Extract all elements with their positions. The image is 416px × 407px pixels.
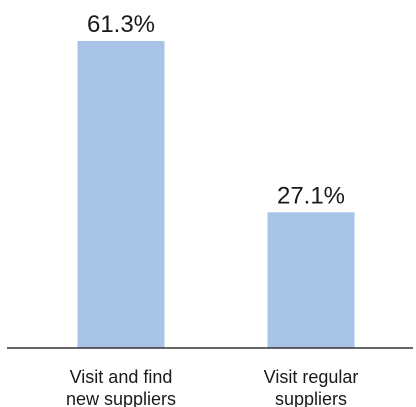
value-label-1: 61.3% <box>87 11 155 38</box>
bar-2 <box>267 212 355 348</box>
bars-group <box>77 41 355 348</box>
bar-1 <box>77 41 165 348</box>
category-label-2-line-2: suppliers <box>275 389 347 407</box>
value-labels-group: 61.3% 27.1% <box>87 11 345 209</box>
category-labels-group: Visit and find new suppliers Visit regular… <box>66 367 358 407</box>
category-label-1-line-2: new suppliers <box>66 389 176 407</box>
value-label-2: 27.1% <box>277 182 345 209</box>
category-label-2-line-1: Visit regular <box>264 367 359 387</box>
category-label-1-line-1: Visit and find <box>70 367 173 387</box>
